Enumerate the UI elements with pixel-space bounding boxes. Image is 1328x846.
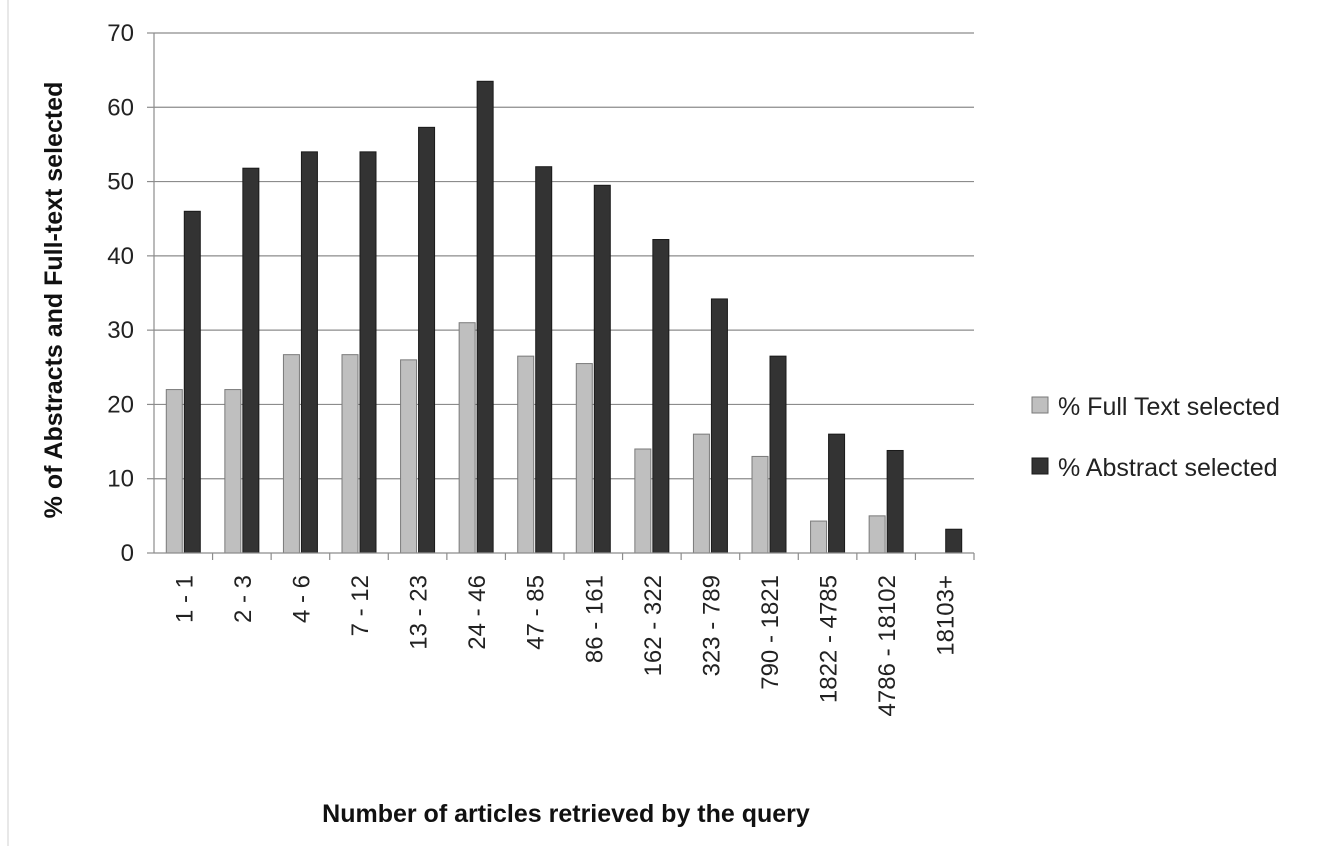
bar-full-text [810,520,828,554]
y-tick-label: 10 [107,466,134,493]
y-tick-label: 70 [107,20,134,47]
x-tick-label: 323 - 789 [698,575,725,676]
bar-abstract [652,239,670,554]
bar-abstract [535,166,553,554]
y-tick-label: 60 [107,94,134,121]
bar-abstract [828,433,846,554]
bars [165,80,963,554]
bar-abstract [359,151,377,554]
bar-abstract [242,167,260,554]
x-tick-label: 86 - 161 [581,575,608,663]
bar-full-text [165,389,183,554]
bar-full-text [575,363,593,554]
bar-abstract [593,184,611,554]
bar-full-text [634,448,652,554]
legend-swatch [1031,457,1049,475]
x-tick-label: 1822 - 4785 [816,575,843,703]
x-tick-label: 790 - 1821 [757,575,784,690]
bar-abstract [886,449,904,554]
bar-abstract [769,355,787,554]
bar-full-text [400,359,418,554]
x-tick-label: 47 - 85 [523,575,550,650]
bar-full-text [224,389,242,554]
legend-swatch [1031,396,1049,414]
x-tick-label: 1 - 1 [171,575,198,623]
bar-full-text [692,433,710,554]
x-tick-label: 4786 - 18102 [874,575,901,716]
x-tick-label: 13 - 23 [406,575,433,650]
x-tick-label: 162 - 322 [640,575,667,676]
bar-abstract [418,126,436,554]
y-tick-label: 0 [121,540,134,567]
bar-abstract [710,298,728,554]
x-axis-title: Number of articles retrieved by the quer… [322,800,810,828]
bar-abstract [183,210,201,554]
legend: % Full Text selected % Abstract selected [1031,393,1280,482]
bar-full-text [341,354,359,554]
y-tick-label: 40 [107,243,134,270]
bar-full-text [282,354,300,554]
bar-full-text [517,355,535,554]
bar-abstract [945,528,963,554]
bar-full-text [868,515,886,554]
y-tick-label: 50 [107,169,134,196]
x-tick-label: 4 - 6 [288,575,315,623]
y-tick-label: 20 [107,391,134,418]
bar-full-text [458,322,476,554]
axes: 0 10 20 30 40 50 60 70 1 - 1 2 - 3 4 - 6 7 - 12 13 -… [7,0,975,846]
x-tick-label: 7 - 12 [347,575,374,636]
x-tick-label: 18103+ [933,575,960,656]
legend-label: % Abstract selected [1058,454,1278,482]
bar-abstract [476,80,494,554]
x-tick-label: 2 - 3 [230,575,257,623]
y-tick-label: 30 [107,317,134,344]
y-axis-title: % of Abstracts and Full-text selected [40,82,68,519]
x-tick-label: 24 - 46 [464,575,491,650]
bar-abstract [300,151,318,554]
gridlines [154,32,974,480]
bar-full-text [751,455,769,554]
legend-label: % Full Text selected [1058,393,1280,421]
